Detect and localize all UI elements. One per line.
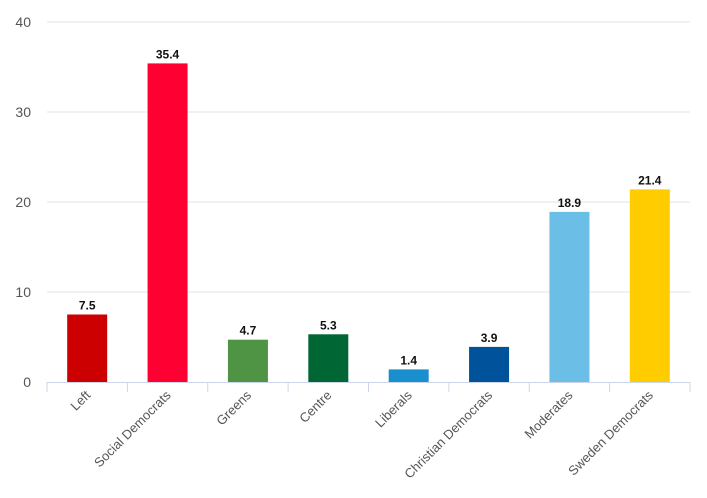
bar bbox=[147, 63, 188, 383]
gridlines bbox=[47, 21, 690, 293]
y-axis-ticks: 0 10 20 30 40 bbox=[15, 14, 31, 390]
x-category-label: Centre bbox=[296, 388, 334, 426]
x-category-label: Left bbox=[67, 387, 93, 413]
data-label: 4.7 bbox=[240, 324, 257, 338]
x-category-label: Moderates bbox=[522, 387, 576, 441]
x-category-label: Sweden Democrats bbox=[565, 387, 656, 478]
bar bbox=[629, 189, 670, 382]
data-labels: 7.5 35.4 4.7 5.3 1.4 3.9 18.9 21.4 bbox=[79, 47, 662, 367]
data-label: 18.9 bbox=[558, 196, 582, 210]
y-tick-label: 40 bbox=[15, 14, 31, 30]
data-label: 5.3 bbox=[320, 318, 337, 332]
y-tick-label: 0 bbox=[23, 374, 31, 390]
data-label: 1.4 bbox=[400, 353, 417, 367]
y-tick-label: 30 bbox=[15, 104, 31, 120]
x-category-label: Greens bbox=[213, 387, 254, 428]
x-axis bbox=[46, 382, 691, 392]
x-category-label: Social Democrats bbox=[91, 387, 174, 470]
x-category-label: Christian Democrats bbox=[401, 387, 495, 481]
data-label: 3.9 bbox=[481, 331, 498, 345]
data-label: 35.4 bbox=[156, 47, 180, 61]
y-tick-label: 10 bbox=[15, 284, 31, 300]
bar bbox=[308, 334, 349, 382]
bar bbox=[227, 339, 268, 382]
data-label: 21.4 bbox=[638, 173, 662, 187]
x-category-label: Liberals bbox=[372, 387, 415, 430]
data-label: 7.5 bbox=[79, 299, 96, 313]
bar bbox=[67, 314, 108, 382]
bar bbox=[469, 346, 510, 382]
bars bbox=[67, 63, 670, 383]
y-tick-label: 20 bbox=[15, 194, 31, 210]
bar bbox=[388, 369, 429, 382]
bar bbox=[549, 211, 590, 382]
